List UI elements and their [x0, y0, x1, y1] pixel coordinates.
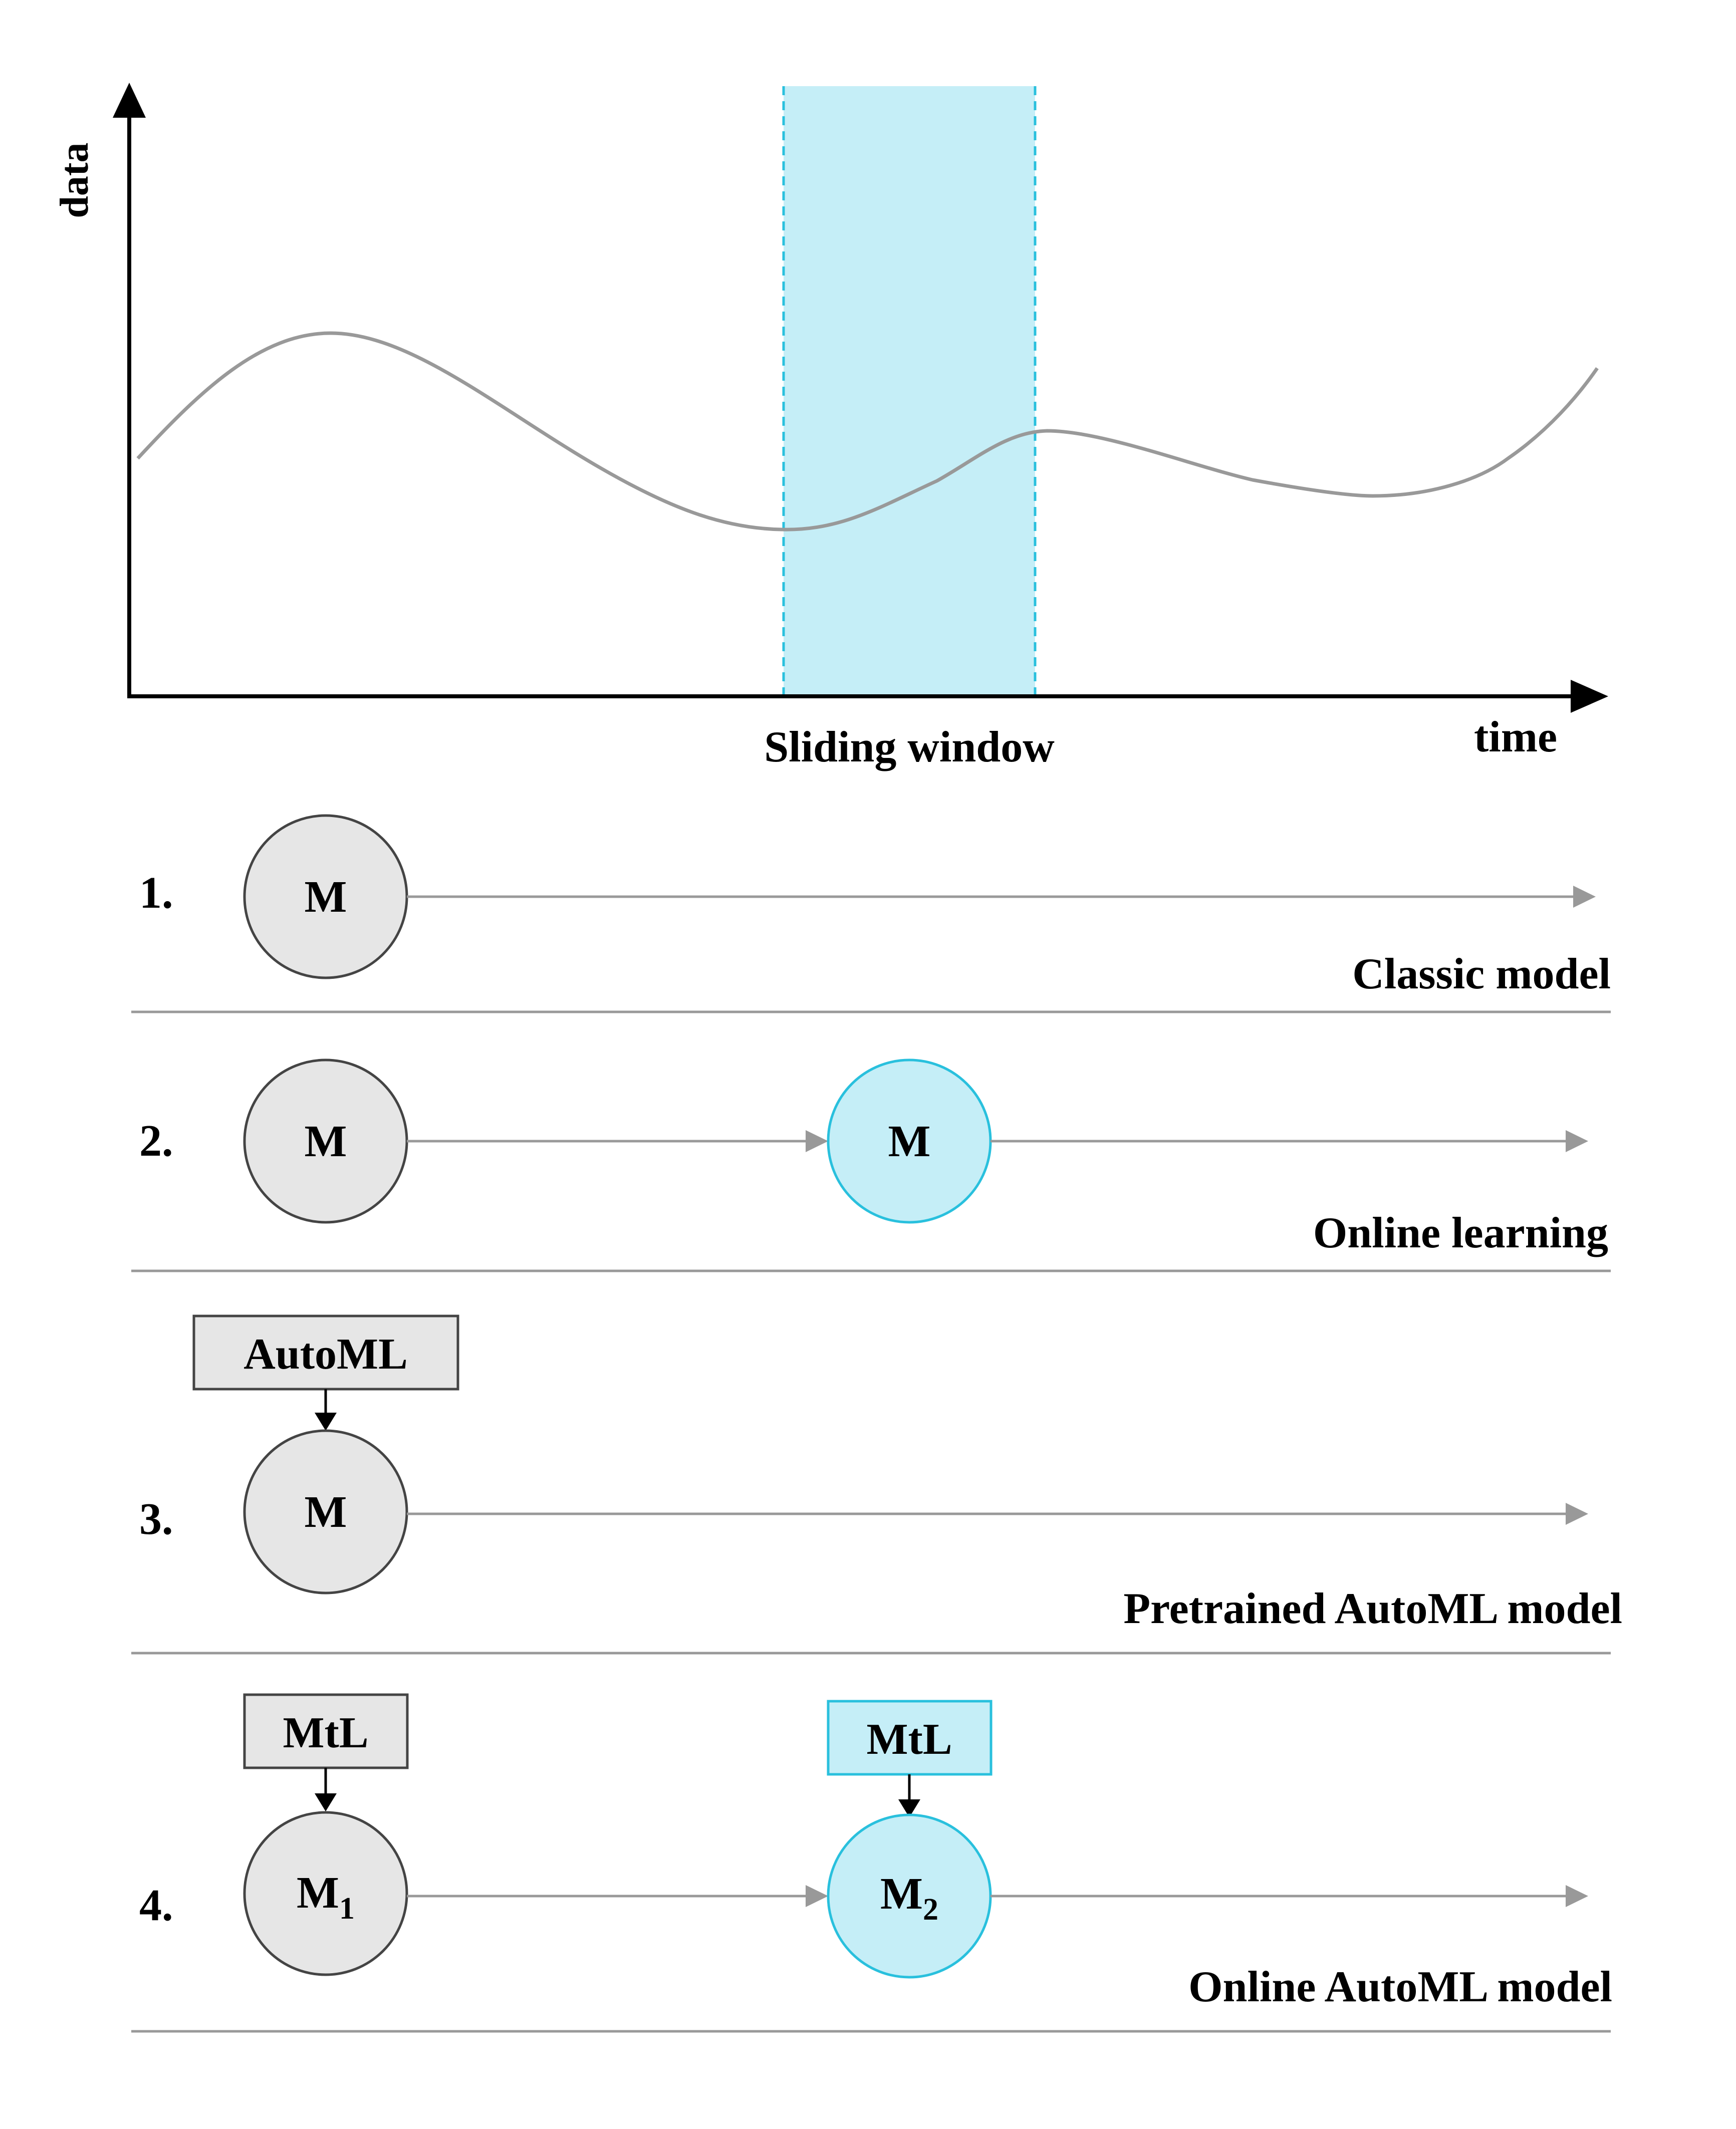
automl-box-label: AutoML	[243, 1330, 408, 1379]
mtl-box	[243, 1693, 409, 1769]
timeline-arrowhead	[1573, 886, 1596, 908]
timeline-arrowhead	[806, 1885, 828, 1907]
y-axis-label: data	[53, 142, 97, 218]
timeline-arrowhead	[1566, 1130, 1588, 1152]
row-caption: Classic model	[1352, 950, 1611, 998]
updated-model-node-label: M	[888, 1117, 931, 1166]
row-number: 2.	[139, 1116, 173, 1166]
time-series-chart: data time Sliding window	[53, 83, 1608, 771]
m2-subscript: 2	[923, 1893, 938, 1927]
model-node-label: M	[305, 872, 347, 922]
row-classic-model: 1. M Classic model	[131, 814, 1611, 1013]
row-number: 4.	[139, 1881, 173, 1930]
model-node-label: M	[305, 1117, 347, 1166]
m1-subscript: 1	[339, 1892, 355, 1926]
y-axis-arrowhead	[113, 83, 146, 118]
mtl-box-label: MtL	[283, 1709, 368, 1757]
mtl-to-model2-arrowhead	[898, 1799, 920, 1817]
model-node-m2-label: M2	[880, 1869, 938, 1927]
model-node	[243, 1429, 408, 1594]
sliding-window-band	[784, 86, 1035, 696]
automl-to-model-arrowhead	[315, 1413, 337, 1431]
row-number: 3.	[139, 1494, 173, 1544]
row-online-learning: 2. M M Online learning	[131, 1058, 1611, 1272]
row-caption: Online AutoML model	[1188, 1963, 1612, 2011]
row-number: 1.	[139, 868, 173, 918]
model-node-m1	[243, 1811, 408, 1976]
row-pretrained-automl: AutoML 3. M Pretrained AutoML model	[131, 1314, 1622, 1655]
m1-main: M	[297, 1868, 339, 1918]
data-curve	[136, 331, 1599, 531]
row-online-automl: MtL MtL 4. M1 M2 Online AutoML model	[131, 1693, 1612, 2033]
model-node-m1-label: M1	[297, 1868, 355, 1926]
m2-main: M	[880, 1869, 923, 1919]
row-caption: Online learning	[1313, 1209, 1608, 1257]
row-caption: Pretrained AutoML model	[1123, 1584, 1622, 1633]
timeline-arrowhead	[1566, 1885, 1588, 1907]
mtl-to-model-arrowhead	[315, 1793, 337, 1811]
sliding-window-label: Sliding window	[764, 723, 1055, 771]
x-axis-label: time	[1474, 713, 1557, 761]
timeline-arrowhead	[806, 1130, 828, 1152]
model-node-label: M	[305, 1487, 347, 1537]
mtl-box-updated	[827, 1700, 993, 1776]
timeline-arrowhead	[1566, 1503, 1588, 1525]
mtl-box-updated-label: MtL	[866, 1715, 952, 1764]
x-axis-arrowhead	[1571, 680, 1608, 713]
